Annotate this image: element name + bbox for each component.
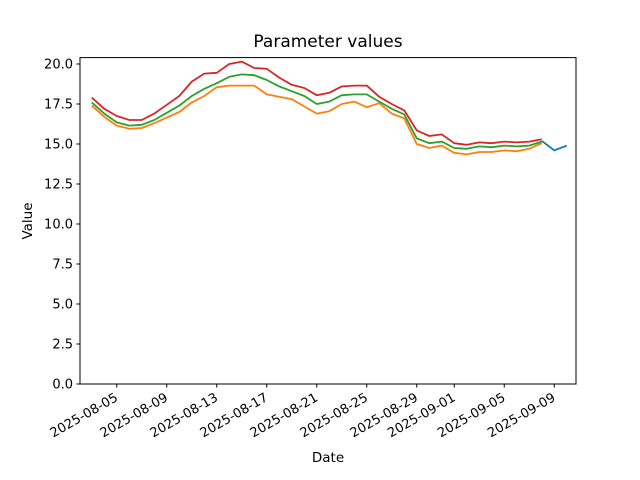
y-tick-label: 5.0	[52, 298, 73, 313]
y-tick-label: 15.0	[44, 138, 73, 153]
series-orange	[91, 84, 543, 156]
y-tick-label: 20.0	[44, 58, 73, 73]
axes-spines	[79, 57, 577, 385]
series-green	[91, 73, 543, 150]
chart-title: Parameter values	[253, 32, 402, 52]
series-blue	[541, 140, 568, 152]
y-tick-label: 12.5	[44, 178, 73, 193]
y-axis-label: Value	[20, 202, 36, 239]
series-red	[91, 60, 542, 146]
plot-area: 0.02.55.07.510.012.515.017.520.02025-08-…	[44, 57, 577, 441]
y-tick-label: 2.5	[52, 338, 73, 353]
x-axis-label: Date	[312, 450, 344, 466]
y-tick-label: 10.0	[44, 218, 73, 233]
y-tick-label: 7.5	[52, 258, 73, 273]
y-tick-label: 0.0	[52, 378, 73, 393]
y-tick-label: 17.5	[44, 98, 73, 113]
